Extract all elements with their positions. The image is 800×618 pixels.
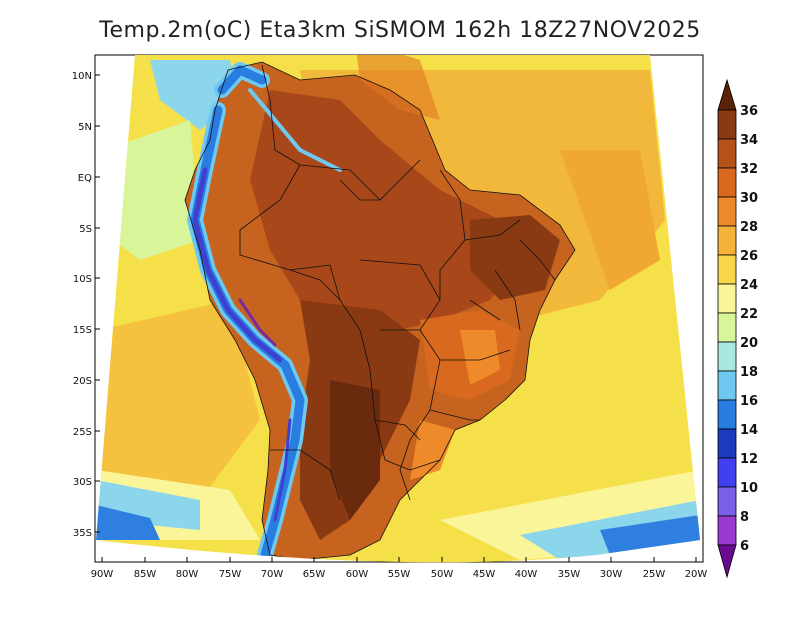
temperature-field bbox=[96, 55, 700, 563]
colorbar-swatch bbox=[717, 515, 737, 546]
colorbar-label-36: 36 bbox=[740, 104, 758, 119]
colorbar-swatch bbox=[717, 109, 737, 140]
colorbar-label-22: 22 bbox=[740, 307, 758, 322]
lat-label-25s: 25S bbox=[73, 427, 92, 438]
colorbar-swatch bbox=[717, 341, 737, 372]
colorbar-label-26: 26 bbox=[740, 249, 758, 264]
colorbar-swatch bbox=[717, 486, 737, 517]
colorbar-top-arrow bbox=[717, 78, 737, 111]
colorbar bbox=[717, 78, 737, 579]
lat-label-10n: 10N bbox=[72, 71, 92, 82]
lon-label-90w: 90W bbox=[91, 569, 114, 580]
lat-label-10s: 10S bbox=[73, 274, 92, 285]
colorbar-label-18: 18 bbox=[740, 365, 758, 380]
map-title: Temp.2m(oC) Eta3km SiSMOM 162h 18Z27NOV2… bbox=[99, 18, 701, 43]
colorbar-bottom-arrow bbox=[717, 544, 737, 579]
lon-label-20w: 20W bbox=[685, 569, 708, 580]
colorbar-label-10: 10 bbox=[740, 481, 758, 496]
lon-label-35w: 35W bbox=[558, 569, 581, 580]
colorbar-swatch bbox=[717, 312, 737, 343]
colorbar-swatch bbox=[717, 196, 737, 227]
colorbar-label-20: 20 bbox=[740, 336, 758, 351]
lon-label-85w: 85W bbox=[134, 569, 157, 580]
colorbar-swatch bbox=[717, 138, 737, 169]
andes-cold-band bbox=[187, 62, 342, 563]
political-boundaries bbox=[184, 61, 576, 561]
colorbar-swatch bbox=[717, 457, 737, 488]
lat-label-5n: 5N bbox=[78, 122, 92, 133]
longitude-axis: 90W 85W 80W 75W 70W 65W 60W 55W 50W 45W … bbox=[91, 557, 708, 580]
colorbar-label-12: 12 bbox=[740, 452, 758, 467]
lon-label-80w: 80W bbox=[176, 569, 199, 580]
lat-label-20s: 20S bbox=[73, 376, 92, 387]
colorbar-label-30: 30 bbox=[740, 191, 758, 206]
lon-label-30w: 30W bbox=[600, 569, 623, 580]
colorbar-label-8: 8 bbox=[740, 510, 749, 525]
south-america-land bbox=[185, 55, 575, 560]
colorbar-swatch bbox=[717, 167, 737, 198]
lat-label-35s: 35S bbox=[73, 528, 92, 539]
lon-label-55w: 55W bbox=[388, 569, 411, 580]
colorbar-swatch bbox=[717, 254, 737, 285]
colorbar-swatch bbox=[717, 283, 737, 314]
colorbar-label-24: 24 bbox=[740, 278, 758, 293]
colorbar-label-16: 16 bbox=[740, 394, 758, 409]
colorbar-swatch bbox=[717, 370, 737, 401]
lat-label-15s: 15S bbox=[73, 325, 92, 336]
colorbar-label-6: 6 bbox=[740, 539, 749, 554]
lon-label-50w: 50W bbox=[431, 569, 454, 580]
colorbar-swatch bbox=[717, 225, 737, 256]
colorbar-label-34: 34 bbox=[740, 133, 758, 148]
lon-label-40w: 40W bbox=[515, 569, 538, 580]
colorbar-labels: 36 34 32 30 28 26 24 22 20 18 16 14 12 1… bbox=[740, 104, 758, 554]
lon-label-75w: 75W bbox=[219, 569, 242, 580]
colorbar-label-28: 28 bbox=[740, 220, 758, 235]
colorbar-swatch bbox=[717, 428, 737, 459]
lat-label-5s: 5S bbox=[79, 224, 92, 235]
latitude-axis: 10N 5N EQ 5S 10S 15S 20S 25S 30S 35S bbox=[72, 71, 100, 539]
lat-label-30s: 30S bbox=[73, 477, 92, 488]
colorbar-swatch bbox=[717, 399, 737, 430]
lon-label-25w: 25W bbox=[643, 569, 666, 580]
colorbar-label-32: 32 bbox=[740, 162, 758, 177]
lon-label-60w: 60W bbox=[346, 569, 369, 580]
lat-label-eq: EQ bbox=[78, 173, 92, 184]
colorbar-label-14: 14 bbox=[740, 423, 758, 438]
lon-label-45w: 45W bbox=[473, 569, 496, 580]
lon-label-65w: 65W bbox=[303, 569, 326, 580]
lon-label-70w: 70W bbox=[261, 569, 284, 580]
